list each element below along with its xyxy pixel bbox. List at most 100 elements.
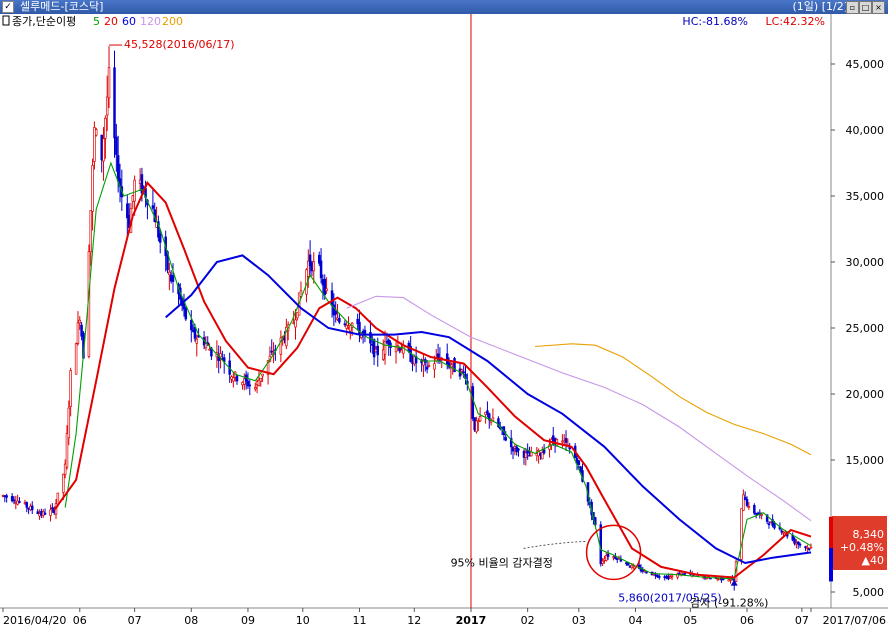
legend: 종가,단순이평 5 20 60 120 200	[2, 15, 183, 28]
candle-body	[190, 320, 193, 331]
candle-body	[363, 330, 367, 334]
x-tick-label: 2016/04/20	[3, 614, 66, 627]
candle-body	[338, 318, 341, 323]
candle-body	[471, 386, 475, 419]
candle-body	[49, 509, 52, 516]
candle-body	[36, 511, 39, 514]
candle-body	[151, 205, 155, 209]
x-tick-label: 11	[352, 614, 366, 627]
candle-body	[248, 384, 252, 387]
candle-body	[232, 377, 235, 382]
candle-body	[65, 433, 69, 468]
ma-line-60	[165, 254, 812, 565]
x-tick-label: 03	[572, 614, 586, 627]
candle-body	[308, 254, 312, 267]
candle-body	[318, 255, 321, 264]
candle-body	[107, 67, 111, 99]
candle-body	[270, 350, 273, 353]
candle-body	[168, 271, 171, 276]
close-button[interactable]: ×	[872, 1, 885, 14]
candle-body	[12, 499, 16, 502]
candle-body	[541, 452, 544, 460]
candle-body	[343, 323, 347, 326]
maximize-button[interactable]: □	[859, 1, 872, 14]
candle-body	[780, 530, 784, 533]
candle-body	[93, 127, 96, 162]
candle-body	[427, 365, 431, 367]
candle-body	[394, 346, 398, 353]
candle-body	[80, 324, 83, 337]
ma-line-120	[346, 295, 812, 522]
candle-body	[18, 501, 21, 503]
hc-stat: HC:-81.68%	[682, 15, 748, 28]
candle-body	[742, 494, 745, 511]
candle-body	[133, 179, 136, 202]
x-tick-label: 07	[128, 614, 142, 627]
candle-body	[462, 371, 465, 374]
candle-body	[753, 505, 756, 514]
candle-body	[807, 548, 811, 551]
candle-body	[530, 451, 533, 457]
legend-item-120: 120	[140, 15, 161, 28]
y-tick-label: 20,000	[846, 388, 885, 401]
candle-body	[605, 555, 608, 561]
candle-body	[760, 514, 763, 516]
candle-body	[257, 379, 261, 386]
candle-body	[548, 444, 551, 450]
candle-body	[577, 460, 581, 465]
chart-checkbox[interactable]: ✓	[2, 1, 14, 13]
candle-body	[372, 339, 376, 358]
candle-body	[767, 523, 771, 526]
candle-body	[806, 546, 809, 549]
candle-body	[601, 560, 604, 564]
candle-body	[30, 505, 34, 511]
page-indicator[interactable]: (1일) [1/2]	[792, 0, 848, 13]
candle-body	[332, 304, 336, 316]
candle-body	[509, 438, 513, 448]
candle-body	[568, 447, 571, 450]
y-tick-label: 40,000	[846, 124, 885, 137]
x-tick-label: 02	[521, 614, 535, 627]
y-tick-label: 25,000	[846, 322, 885, 335]
legend-prefix: 종가,단순이평	[12, 15, 76, 28]
y-tick-label: 30,000	[846, 256, 885, 269]
candle-body	[113, 67, 116, 139]
x-tick-label: 2017/07/06	[823, 614, 886, 627]
candle-body	[195, 338, 199, 344]
candle-body	[398, 347, 401, 352]
legend-item-5: 5	[93, 15, 100, 28]
candle-body	[453, 358, 456, 373]
candle-body	[62, 473, 65, 493]
candle-body	[743, 497, 747, 501]
candle-body	[478, 416, 482, 422]
x-tick-label: 10	[296, 614, 310, 627]
x-tick-label: 07	[795, 614, 809, 627]
y-tick-label: 35,000	[846, 190, 885, 203]
candle-body	[243, 378, 246, 385]
restore-button[interactable]: ▫	[846, 1, 859, 14]
candle-body	[115, 136, 118, 155]
y-axis: 5,00010,00015,00020,00025,00030,00035,00…	[831, 58, 884, 599]
candle-body	[773, 522, 776, 529]
candle-body	[798, 543, 802, 546]
x-tick-label: 04	[629, 614, 643, 627]
candle-body	[74, 343, 78, 375]
x-tick-label: 12	[407, 614, 421, 627]
low-label: 5,860(2017/05/25)	[618, 592, 721, 605]
candle-body	[381, 349, 385, 360]
candle-body	[94, 129, 98, 136]
candle-body	[460, 369, 464, 372]
candle-body	[157, 221, 160, 238]
candle-body	[614, 556, 617, 559]
candle-body	[564, 438, 568, 443]
legend-item-200: 200	[162, 15, 183, 28]
candle-body	[325, 288, 328, 292]
legend-item-60: 60	[122, 15, 136, 28]
x-tick-label: 06	[740, 614, 754, 627]
candle-body	[383, 340, 387, 355]
current-price: 8,340	[853, 528, 885, 541]
candle-body	[5, 495, 8, 498]
candle-body	[78, 319, 82, 324]
candle-body	[376, 345, 380, 356]
y-tick-label: 45,000	[846, 58, 885, 71]
